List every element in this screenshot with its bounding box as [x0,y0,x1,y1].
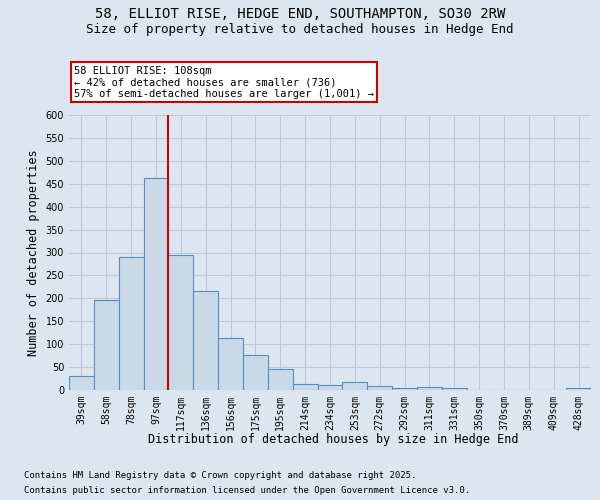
Bar [243,355,268,390]
Bar [193,292,218,390]
Text: Distribution of detached houses by size in Hedge End: Distribution of detached houses by size … [148,432,518,446]
Text: Size of property relative to detached houses in Hedge End: Size of property relative to detached ho… [86,22,514,36]
Text: Contains HM Land Registry data © Crown copyright and database right 2025.: Contains HM Land Registry data © Crown c… [24,471,416,480]
Bar [69,376,94,390]
Bar [367,386,392,390]
Bar [169,255,193,390]
Bar [119,257,143,390]
Bar [417,387,442,390]
Bar [343,382,367,390]
Y-axis label: Number of detached properties: Number of detached properties [27,149,40,356]
Bar [293,384,317,390]
Bar [94,300,119,390]
Text: 58, ELLIOT RISE, HEDGE END, SOUTHAMPTON, SO30 2RW: 58, ELLIOT RISE, HEDGE END, SOUTHAMPTON,… [95,8,505,22]
Bar [143,178,169,390]
Bar [317,385,343,390]
Text: 58 ELLIOT RISE: 108sqm
← 42% of detached houses are smaller (736)
57% of semi-de: 58 ELLIOT RISE: 108sqm ← 42% of detached… [74,66,374,98]
Text: Contains public sector information licensed under the Open Government Licence v3: Contains public sector information licen… [24,486,470,495]
Bar [392,388,417,390]
Bar [218,338,243,390]
Bar [442,388,467,390]
Bar [268,369,293,390]
Bar [566,388,591,390]
